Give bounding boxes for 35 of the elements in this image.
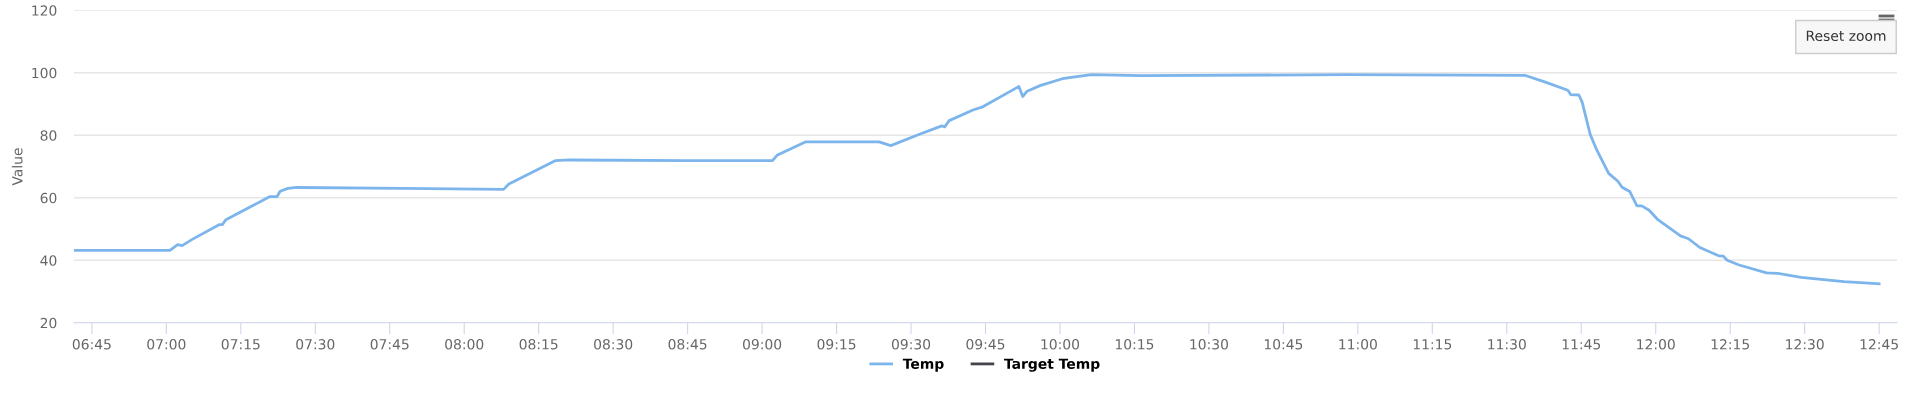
annotation: Reset zoom (1806, 30, 1886, 42)
legend-label: Temp (902, 358, 944, 372)
y-axis-title: Value (11, 148, 23, 186)
x-tick-label: 08:15 (519, 339, 558, 350)
x-tick-label: 10:00 (1041, 339, 1080, 350)
x-tick-label: 09:15 (817, 339, 856, 350)
x-tick-label: 11:15 (1413, 339, 1452, 350)
x-tick-label: 12:00 (1637, 339, 1675, 350)
y-tick-label: 60 (40, 192, 57, 204)
x-tick-label: 10:15 (1115, 339, 1154, 350)
x-tick-label: 09:30 (891, 339, 931, 350)
legend-label: Target Temp (1004, 358, 1100, 372)
x-tick-label: 10:30 (1190, 339, 1228, 350)
x-tick-label: 07:00 (147, 339, 186, 350)
y-tick-label: 120 (32, 5, 57, 16)
x-tick-label: 07:45 (370, 339, 409, 350)
x-tick-label: 08:00 (445, 339, 484, 350)
x-tick-label: 09:00 (743, 339, 782, 350)
x-tick-label: 08:30 (594, 339, 633, 350)
y-tick-label: 40 (40, 255, 57, 266)
x-tick-label: 11:30 (1488, 339, 1526, 350)
x-tick-label: 11:00 (1339, 339, 1377, 350)
x-tick-label: 12:45 (1860, 339, 1898, 350)
x-tick-label: 09:45 (966, 339, 1005, 350)
x-tick-label: 10:45 (1264, 339, 1303, 350)
x-tick-label: 12:15 (1711, 339, 1749, 350)
x-tick-label: 12:30 (1786, 339, 1824, 350)
y-tick-label: 80 (40, 130, 57, 141)
x-tick-label: 11:45 (1562, 339, 1601, 350)
x-tick-label: 07:30 (296, 339, 335, 350)
x-tick-label: 08:45 (668, 339, 707, 350)
y-tick-label: 20 (40, 317, 57, 329)
y-tick-label: 100 (32, 67, 57, 79)
x-tick-label: 07:15 (221, 339, 260, 350)
x-tick-label: 06:45 (72, 339, 111, 350)
